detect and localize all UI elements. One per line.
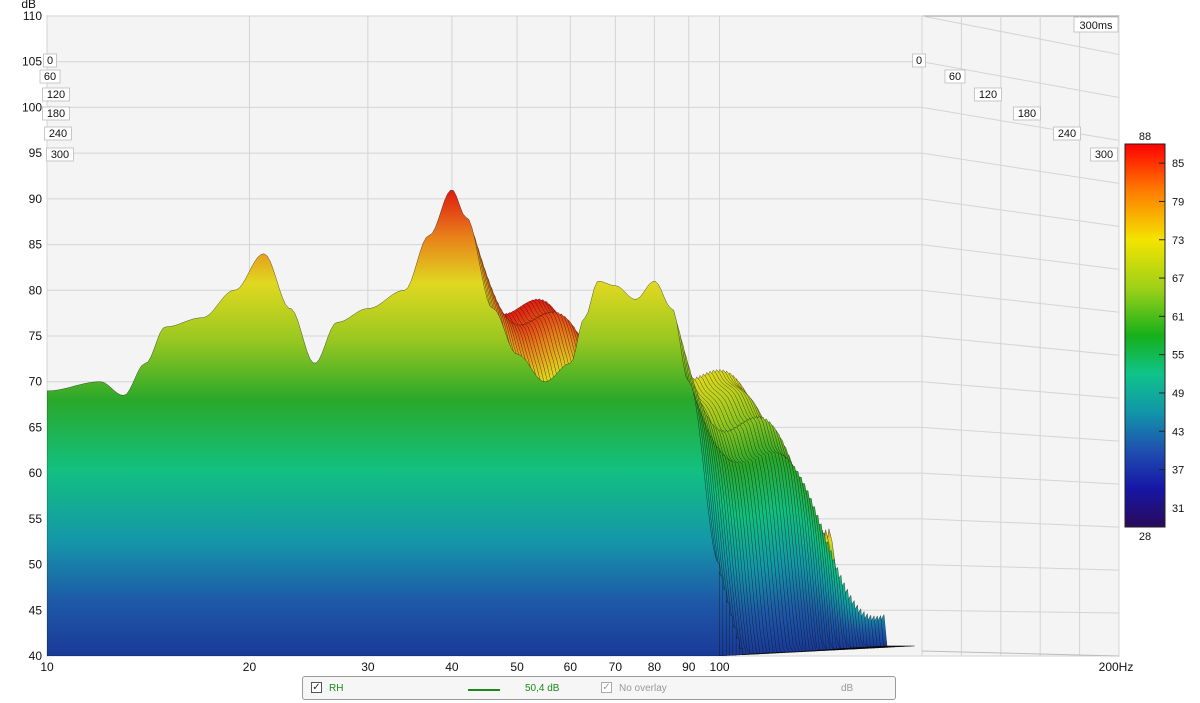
- x-tick-label: 200Hz: [1099, 660, 1134, 674]
- depth-gridline: [921, 381, 1120, 399]
- time-tick-box-left: [44, 126, 72, 141]
- time-axis-labels: 0 0 60 60 120 120 180 180 240 240 300 300 300ms: [39, 16, 1119, 162]
- colorbar-tick-label: 85: [1172, 158, 1184, 170]
- colorbar-tick-label: 73: [1172, 235, 1184, 247]
- colorbar: 88 28 85 79 73 67 61 55 49 43 37 31: [1124, 131, 1184, 543]
- x-axis-labels: 10 20 30 40 50 60 70 80 90 100 200Hz: [40, 660, 1133, 674]
- overlay-value: dB: [841, 683, 854, 694]
- y-tick-label: 75: [29, 329, 43, 343]
- time-tick-label: 60: [949, 71, 961, 83]
- colorbar-tick-label: 61: [1172, 311, 1184, 323]
- depth-gridline: [921, 426, 1120, 442]
- waterfall-chart: dB 40 45 50 55 60 65 70 75 80 85 90 95 100 105 110 10 20…: [21, 0, 1184, 674]
- colorbar-tick-label: 37: [1172, 465, 1184, 477]
- time-tick-box: [912, 53, 926, 68]
- time-tick-box-left: [39, 69, 61, 84]
- depth-gridline: [921, 289, 1120, 313]
- colorbar-min: 28: [1139, 531, 1151, 543]
- depth-gridline: [921, 198, 1120, 227]
- time-tick-box-left: [42, 87, 70, 102]
- time-tick-box: [1053, 126, 1081, 141]
- time-tick-box: [1013, 106, 1041, 121]
- colorbar-tick-label: 67: [1172, 273, 1184, 285]
- depth-gridline: [921, 106, 1120, 141]
- y-tick-label: 105: [22, 55, 42, 69]
- y-tick-label: 65: [29, 420, 43, 434]
- y-axis-labels: dB 40 45 50 55 60 65 70 75 80 85 90 95 100 105 110: [21, 0, 42, 663]
- time-end-box: [1073, 16, 1119, 33]
- time-tick-label: 0: [916, 55, 922, 67]
- time-tick-box-left: [46, 147, 74, 162]
- time-tick-label: 300: [1095, 149, 1113, 161]
- y-tick-label: 80: [29, 283, 43, 297]
- y-tick-label: 90: [29, 192, 43, 206]
- x-tick-label: 80: [648, 660, 662, 674]
- y-tick-label: 95: [29, 146, 43, 160]
- y-tick-label: 85: [29, 238, 43, 252]
- x-tick-label: 30: [361, 660, 375, 674]
- y-axis-unit: dB: [21, 0, 36, 11]
- time-tick-label-left: 240: [49, 128, 67, 140]
- colorbar-tick-label: 79: [1172, 196, 1184, 208]
- colorbar-tick-label: 43: [1172, 426, 1184, 438]
- colorbar-strip: [1124, 143, 1166, 528]
- depth-gridline: [921, 609, 1120, 614]
- time-tick-label-left: 300: [51, 149, 69, 161]
- y-tick-label: 60: [29, 466, 43, 480]
- time-tick-label-left: 180: [47, 108, 65, 120]
- waterfall-surface: [47, 189, 915, 656]
- depth-gridline: [921, 244, 1120, 270]
- time-tick-box: [944, 69, 966, 84]
- time-tick-label-left: 120: [47, 89, 65, 101]
- colorbar-max: 88: [1139, 131, 1151, 143]
- x-tick-label: 90: [682, 660, 696, 674]
- x-tick-label: 70: [609, 660, 623, 674]
- floor-edge: [921, 650, 1120, 657]
- x-tick-label: 100: [710, 660, 730, 674]
- y-tick-label: 50: [29, 558, 43, 572]
- legend-bar: ✓ RH 50,4 dB ✓ No overlay dB: [302, 676, 896, 700]
- colorbar-tick-label: 31: [1172, 503, 1184, 515]
- x-tick-label: 50: [510, 660, 524, 674]
- rh-value: 50,4 dB: [525, 683, 560, 694]
- colorbar-tick-label: 49: [1172, 388, 1184, 400]
- y-tick-label: 55: [29, 512, 43, 526]
- depth-gridline: [921, 152, 1120, 184]
- overlay-checkbox[interactable]: ✓: [601, 682, 612, 693]
- depth-gridline: [921, 564, 1120, 571]
- time-tick-box: [1090, 147, 1118, 162]
- time-tick-box-left: [43, 53, 57, 68]
- depth-gridline: [921, 472, 1120, 485]
- y-tick-label: 40: [29, 649, 43, 663]
- y-tick-label: 70: [29, 375, 43, 389]
- x-tick-label: 10: [40, 660, 54, 674]
- time-slice: [47, 189, 720, 656]
- time-tick-label-left: 0: [47, 55, 53, 67]
- depth-gridline: [921, 61, 1120, 98]
- y-tick-label: 45: [29, 603, 43, 617]
- depth-gridline: [921, 518, 1120, 528]
- overlay-label: No overlay: [619, 683, 667, 694]
- time-end-label: 300ms: [1079, 20, 1113, 32]
- time-tick-label: 240: [1058, 128, 1076, 140]
- time-tick-label: 120: [979, 89, 997, 101]
- time-tick-box: [974, 87, 1002, 102]
- rh-checkbox[interactable]: ✓: [311, 682, 322, 693]
- time-tick-label: 180: [1018, 108, 1036, 120]
- time-tick-label-left: 60: [44, 71, 56, 83]
- x-tick-label: 60: [564, 660, 578, 674]
- time-tick-box-left: [42, 106, 70, 121]
- colorbar-tick-label: 55: [1172, 350, 1184, 362]
- x-tick-label: 40: [445, 660, 459, 674]
- x-tick-label: 20: [243, 660, 257, 674]
- y-tick-label: 110: [23, 9, 42, 23]
- depth-gridline: [921, 15, 1120, 55]
- rh-label: RH: [329, 683, 344, 694]
- y-tick-label: 100: [22, 100, 42, 114]
- rh-line-swatch: [468, 689, 500, 691]
- depth-gridline: [921, 335, 1120, 356]
